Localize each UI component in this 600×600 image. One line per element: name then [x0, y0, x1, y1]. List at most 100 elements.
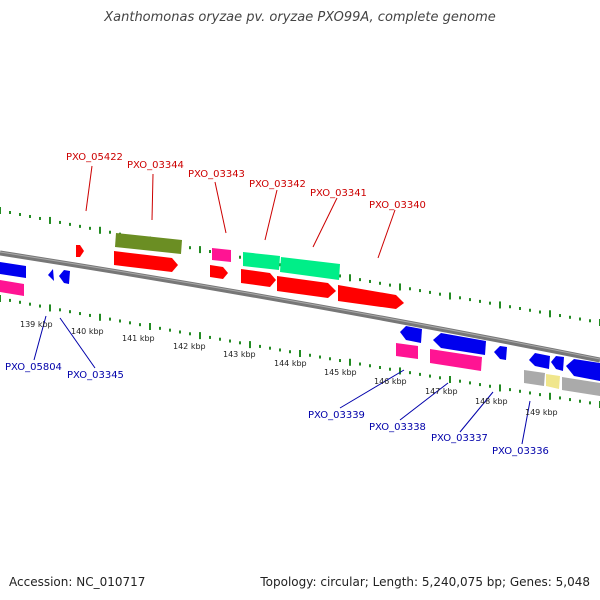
gene-arrow-pxo-03336-a[interactable] [529, 353, 550, 369]
gene-label-bottom[interactable]: PXO_03337 [431, 433, 488, 444]
gene-arrow-pxo-03344[interactable] [115, 233, 182, 254]
cds-arrow-2[interactable] [210, 265, 228, 279]
leader-lines [33, 165, 531, 445]
gene-arrow-pxo-03340[interactable] [338, 285, 404, 309]
major-tick [49, 216, 51, 224]
minor-tick [369, 364, 371, 368]
kbp-label: 139 kbp [20, 320, 53, 329]
major-tick [349, 358, 351, 366]
minor-tick [69, 222, 71, 226]
minor-tick [529, 391, 531, 395]
cds-arrow-4[interactable] [277, 276, 336, 298]
major-tick [349, 274, 351, 282]
major-tick [149, 323, 151, 330]
kbp-label: 140 kbp [71, 327, 104, 336]
map-title: Xanthomonas oryzae pv. oryzae PXO99A, co… [104, 10, 496, 25]
gene-arrow-left-blue[interactable] [0, 262, 26, 278]
major-tick [399, 367, 401, 375]
gene-features [0, 233, 600, 396]
minor-tick [9, 298, 11, 302]
minor-tick [279, 348, 281, 352]
minor-tick [479, 299, 481, 303]
gene-arrow-pxo-03338-a[interactable] [433, 333, 486, 355]
minor-tick [29, 214, 31, 218]
major-tick [249, 341, 251, 349]
minor-tick [489, 384, 491, 388]
minor-tick [19, 212, 21, 216]
kbp-label: 141 kbp [122, 334, 155, 343]
minor-tick [579, 317, 581, 321]
kbp-label: 148 kbp [475, 397, 508, 406]
gene-label-top[interactable]: PXO_03343 [188, 169, 245, 180]
gene-label-bottom[interactable]: PXO_03345 [67, 370, 124, 381]
gene-label-top[interactable]: PXO_03340 [369, 200, 426, 211]
minor-tick [279, 263, 281, 267]
gene-arrow-pxo-03339-b[interactable] [396, 343, 418, 359]
minor-tick [219, 337, 221, 341]
minor-tick [339, 274, 341, 278]
minor-tick [229, 339, 231, 343]
minor-tick [239, 255, 241, 259]
gene-arrow-pxo-03343[interactable] [212, 248, 231, 262]
gene-arrow-pxo-03337[interactable] [494, 346, 507, 360]
major-tick [499, 384, 501, 392]
minor-tick [269, 346, 271, 350]
minor-tick [529, 308, 531, 312]
minor-tick [469, 381, 471, 385]
gene-label-bottom[interactable]: PXO_05804 [5, 362, 62, 373]
gene-label-top[interactable]: PXO_03344 [127, 160, 184, 171]
major-tick [99, 226, 101, 234]
kbp-label: 146 kbp [374, 377, 407, 386]
gene-label-top[interactable]: PXO_03341 [310, 188, 367, 199]
gene-arrow-pxo-03336-b[interactable] [551, 356, 564, 371]
minor-tick [429, 290, 431, 294]
gene-arrow-pxo-03339-a[interactable] [400, 326, 422, 343]
major-tick [0, 295, 1, 302]
gene-label-top[interactable]: PXO_05422 [66, 152, 123, 163]
gene-arrow-grey-1[interactable] [524, 370, 545, 386]
gene-arrow-pxo-05804[interactable] [48, 269, 54, 281]
gene-arrow-right-blue[interactable] [566, 359, 600, 381]
cds-arrow-3[interactable] [241, 269, 276, 287]
minor-tick [259, 344, 261, 348]
gene-arrow-pxo-03341[interactable] [280, 257, 340, 280]
minor-tick [589, 401, 591, 405]
gene-arrow-grey-2[interactable] [562, 377, 600, 396]
gene-arrow-pxo-05422[interactable] [76, 245, 84, 257]
cds-arrow-1[interactable] [114, 251, 178, 272]
minor-tick [129, 321, 131, 325]
minor-tick [339, 359, 341, 363]
gene-arrow-pxo-03342[interactable] [243, 252, 280, 270]
minor-tick [179, 330, 181, 334]
minor-tick [559, 396, 561, 400]
gene-label-top[interactable]: PXO_03342 [249, 179, 306, 190]
minor-tick [379, 365, 381, 369]
minor-tick [519, 306, 521, 310]
kbp-label: 143 kbp [223, 350, 256, 359]
minor-tick [189, 332, 191, 336]
gene-label-bottom[interactable]: PXO_03339 [308, 410, 365, 421]
minor-tick [159, 326, 161, 330]
minor-tick [409, 371, 411, 375]
minor-tick [559, 314, 561, 318]
minor-tick [39, 304, 41, 308]
gene-arrow-pxo-03345[interactable] [59, 270, 70, 284]
gene-arrow-left-pink[interactable] [0, 280, 24, 296]
minor-tick [479, 383, 481, 387]
major-tick [549, 310, 551, 318]
minor-tick [579, 399, 581, 403]
minor-tick [59, 220, 61, 224]
major-tick [449, 292, 451, 300]
minor-tick [139, 323, 141, 327]
gene-label-bottom[interactable]: PXO_03336 [492, 446, 549, 457]
minor-tick [289, 350, 291, 354]
major-tick [449, 376, 451, 383]
minor-tick [379, 281, 381, 285]
gene-label-bottom[interactable]: PXO_03338 [369, 422, 426, 433]
minor-tick [169, 328, 171, 332]
gene-arrow-pxo-03338-b[interactable] [430, 349, 482, 371]
minor-tick [389, 367, 391, 371]
minor-tick [519, 389, 521, 393]
minor-tick [109, 230, 111, 234]
gene-arrow-yellow[interactable] [546, 374, 560, 389]
